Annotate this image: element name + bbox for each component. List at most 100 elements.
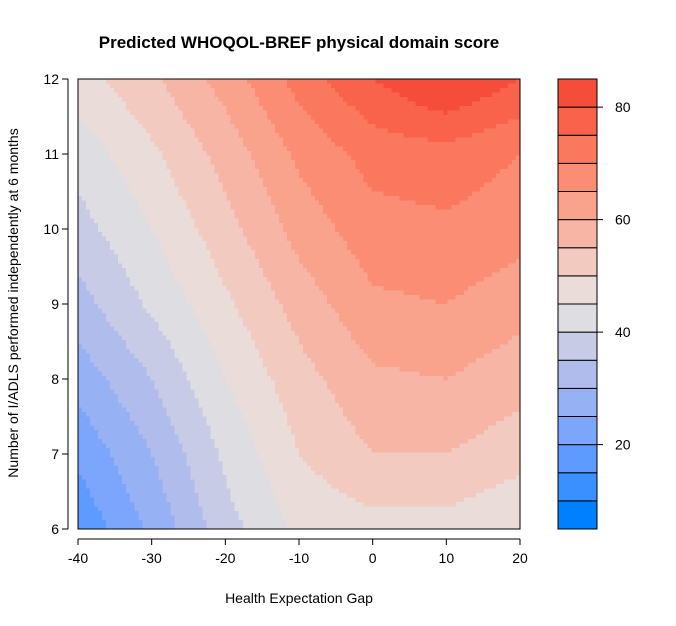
contour-cell: [114, 182, 119, 188]
contour-cell: [230, 151, 236, 157]
contour-cell: [270, 164, 276, 170]
contour-cell: [419, 245, 425, 251]
contour-cell: [371, 218, 376, 224]
contour-cell: [186, 254, 192, 260]
contour-cell: [274, 250, 280, 256]
contour-cell: [363, 173, 368, 179]
contour-cell: [170, 115, 176, 121]
contour-cell: [86, 200, 91, 206]
contour-cell: [407, 259, 413, 265]
contour-cell: [507, 79, 513, 85]
contour-cell: [459, 142, 465, 148]
contour-cell: [154, 133, 159, 139]
contour-cell: [331, 191, 336, 197]
contour-cell: [246, 106, 252, 112]
contour-cell: [363, 169, 368, 175]
contour-cell: [483, 88, 489, 94]
contour-cell: [323, 169, 328, 175]
contour-cell: [459, 223, 465, 229]
contour-cell: [126, 191, 131, 197]
contour-cell: [423, 254, 429, 260]
contour-cell: [403, 160, 409, 166]
contour-cell: [467, 173, 473, 179]
contour-cell: [459, 128, 465, 134]
contour-cell: [158, 182, 163, 188]
contour-cell: [138, 214, 143, 220]
contour-cell: [343, 146, 348, 152]
contour-cell: [290, 128, 296, 134]
contour-cell: [234, 187, 240, 193]
contour-cell: [471, 124, 477, 130]
contour-cell: [146, 164, 151, 170]
contour-cell: [226, 191, 232, 197]
contour-cell: [347, 259, 352, 265]
contour-cell: [198, 218, 204, 224]
contour-cell: [371, 259, 376, 265]
contour-cell: [270, 133, 276, 139]
contour-cell: [307, 151, 312, 157]
contour-cell: [134, 115, 139, 121]
contour-cell: [459, 196, 465, 202]
contour-cell: [270, 254, 276, 260]
contour-cell: [467, 119, 473, 125]
contour-cell: [347, 241, 352, 247]
contour-cell: [286, 101, 292, 107]
contour-cell: [178, 281, 184, 287]
contour-cell: [106, 79, 111, 85]
contour-cell: [399, 133, 405, 139]
contour-cell: [198, 214, 204, 220]
contour-cell: [503, 155, 509, 161]
contour-cell: [515, 241, 521, 247]
contour-cell: [286, 115, 292, 121]
contour-cell: [299, 227, 304, 233]
contour-cell: [114, 250, 119, 256]
contour-cell: [515, 178, 521, 184]
contour-cell: [186, 236, 192, 242]
contour-cell: [315, 250, 320, 256]
contour-cell: [415, 173, 421, 179]
contour-cell: [463, 254, 469, 260]
contour-cell: [399, 146, 405, 152]
contour-cell: [290, 83, 296, 89]
contour-cell: [102, 268, 107, 274]
contour-cell: [102, 214, 107, 220]
contour-cell: [363, 106, 368, 112]
contour-cell: [234, 155, 240, 161]
contour-cell: [230, 164, 236, 170]
contour-cell: [278, 277, 284, 283]
contour-cell: [190, 250, 196, 256]
contour-cell: [82, 191, 87, 197]
contour-cell: [347, 169, 352, 175]
contour-cell: [507, 124, 513, 130]
contour-cell: [174, 268, 180, 274]
contour-cell: [78, 115, 83, 121]
contour-cell: [194, 173, 200, 179]
contour-cell: [431, 101, 437, 107]
contour-cell: [126, 277, 131, 283]
contour-cell: [471, 191, 477, 197]
contour-cell: [294, 272, 300, 278]
contour-cell: [282, 250, 288, 256]
contour-cell: [106, 110, 111, 116]
contour-cell: [315, 146, 320, 152]
contour-cell: [286, 119, 292, 125]
contour-cell: [174, 164, 180, 170]
contour-cell: [451, 245, 457, 251]
contour-cell: [423, 151, 429, 157]
contour-cell: [379, 124, 384, 130]
contour-cell: [495, 263, 501, 269]
contour-cell: [222, 178, 228, 184]
contour-cell: [499, 92, 505, 98]
contour-cell: [423, 97, 429, 103]
contour-cell: [94, 106, 99, 112]
contour-cell: [266, 137, 272, 143]
contour-cell: [427, 205, 433, 211]
contour-cell: [194, 281, 200, 287]
contour-cell: [126, 160, 131, 166]
contour-cell: [206, 142, 212, 148]
contour-cell: [355, 119, 360, 125]
contour-cell: [130, 223, 135, 229]
contour-cell: [351, 178, 356, 184]
contour-cell: [327, 205, 332, 211]
contour-cell: [126, 124, 131, 130]
